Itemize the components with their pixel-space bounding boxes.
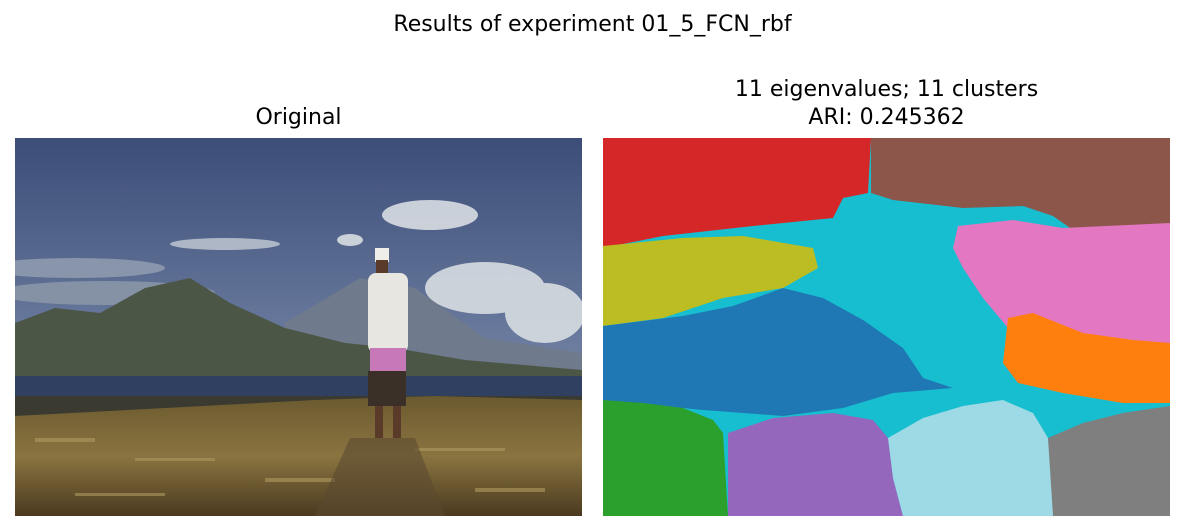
man-figure xyxy=(368,248,408,438)
segmentation-title-line2: ARI: 0.245362 xyxy=(808,105,965,130)
segmentation-map xyxy=(603,138,1170,516)
segmentation-panel-title: 11 eigenvalues; 11 clusters ARI: 0.24536… xyxy=(603,76,1170,132)
segment-lightblue xyxy=(888,400,1053,516)
segment-olive xyxy=(603,236,818,326)
segmentation-svg xyxy=(603,138,1170,516)
segment-purple xyxy=(728,413,903,516)
dry-hillside xyxy=(15,396,582,516)
segment-gray xyxy=(1048,406,1170,516)
segment-orange xyxy=(1003,313,1170,403)
segment-brown xyxy=(871,138,1170,230)
brush-texture xyxy=(35,438,545,496)
segment-blue xyxy=(603,288,953,416)
original-photo-svg xyxy=(15,138,582,516)
mountain-range xyxy=(15,278,582,400)
segment-green xyxy=(603,400,728,516)
segment-red xyxy=(603,138,871,248)
original-image xyxy=(15,138,582,516)
lake xyxy=(15,376,582,398)
figure-suptitle: Results of experiment 01_5_FCN_rbf xyxy=(393,12,792,37)
dirt-path xyxy=(315,438,445,516)
segmentation-title-line1: 11 eigenvalues; 11 clusters xyxy=(734,77,1039,102)
original-panel-title: Original xyxy=(255,105,342,130)
